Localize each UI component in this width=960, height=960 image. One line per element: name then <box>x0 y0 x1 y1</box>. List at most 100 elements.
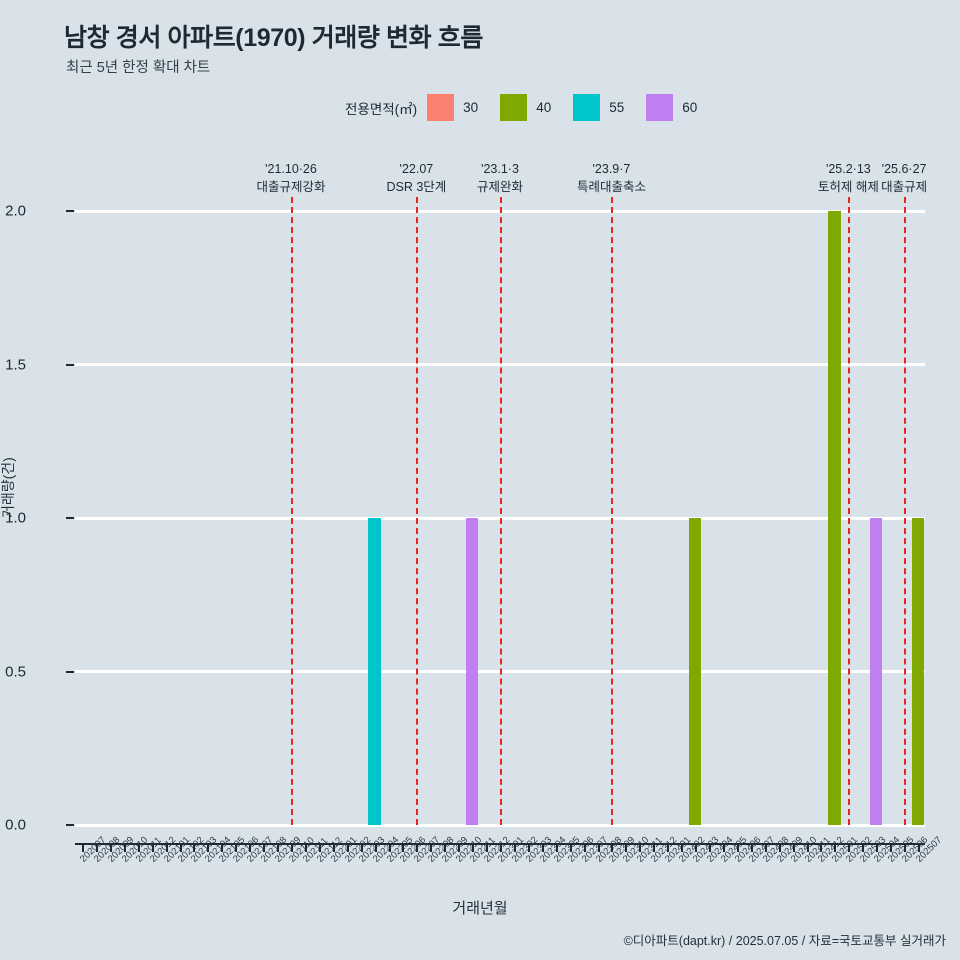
x-tick-mark-202409 <box>778 843 781 852</box>
event-annotation-202502: '25.2·13 토허제 해제 <box>818 160 879 196</box>
event-annotation-text: 규제완화 <box>476 180 524 195</box>
page-title: 남창 경서 아파트(1970) 거래량 변화 흐름 <box>64 24 483 52</box>
x-tick-mark-202309 <box>611 843 614 852</box>
x-tick-mark-202201 <box>332 843 335 852</box>
y-tick-mark-1.0 <box>66 517 74 519</box>
y-tick-label-1.5: 1.5 <box>5 356 26 373</box>
x-tick-mark-202010 <box>123 843 126 852</box>
legend-swatch-40 <box>500 94 528 121</box>
x-tick-mark-202504 <box>876 843 879 852</box>
legend-item-60[interactable]: 60 <box>646 94 715 121</box>
bar-202504-60[interactable] <box>869 518 883 825</box>
x-tick-mark-202202 <box>346 843 349 852</box>
x-tick-mark-202111 <box>304 843 307 852</box>
event-annotation-date: '23.1·3 <box>481 162 519 176</box>
x-tick-mark-202502 <box>848 843 851 852</box>
x-tick-mark-202401 <box>667 843 670 852</box>
event-annotation-date: '22.07 <box>399 162 434 176</box>
x-tick-mark-202207 <box>416 843 419 852</box>
x-tick-mark-202407 <box>750 843 753 852</box>
y-tick-label-2.0: 2.0 <box>5 202 26 220</box>
x-tick-mark-202408 <box>764 843 767 852</box>
x-tick-mark-202208 <box>430 843 433 852</box>
legend-item-40[interactable]: 40 <box>500 94 569 121</box>
event-annotation-202506: '25.6·27 대출규제 <box>881 160 927 196</box>
legend-item-30[interactable]: 30 <box>427 94 496 121</box>
bar-202204-55[interactable] <box>368 518 381 825</box>
event-annotation-202301: '23.1·3 규제완화 <box>477 160 523 196</box>
x-tick-mark-202108 <box>263 843 266 852</box>
event-line-202110 <box>290 197 293 825</box>
event-line-202506 <box>904 197 907 825</box>
page-subtitle: 최근 5년 한정 확대 차트 <box>66 60 211 76</box>
x-tick-mark-202203 <box>360 843 363 852</box>
x-tick-mark-202210 <box>458 843 461 852</box>
x-tick-mark-202204 <box>374 843 377 852</box>
x-tick-mark-202308 <box>597 843 600 852</box>
x-tick-mark-202312 <box>653 843 656 852</box>
event-annotation-text: 대출규제 <box>881 180 928 195</box>
x-tick-mark-202305 <box>555 843 558 852</box>
legend-label-60: 60 <box>682 100 698 115</box>
event-annotation-date: '25.2·13 <box>825 162 871 176</box>
legend-label-40: 40 <box>536 100 552 115</box>
legend-swatch-55 <box>573 94 601 121</box>
x-tick-mark-202507 <box>918 843 921 852</box>
legend-label-30: 30 <box>463 100 479 115</box>
x-tick-mark-202007 <box>81 843 84 852</box>
x-tick-mark-202102 <box>179 843 182 852</box>
x-tick-mark-202109 <box>277 843 280 852</box>
x-tick-mark-202212 <box>486 843 489 852</box>
x-tick-mark-202404 <box>709 843 712 852</box>
x-tick-mark-202106 <box>235 843 238 852</box>
legend-swatch-60 <box>646 94 674 121</box>
x-tick-mark-202103 <box>193 843 196 852</box>
x-tick-mark-202105 <box>221 843 224 852</box>
x-tick-mark-202505 <box>890 843 893 852</box>
x-tick-mark-202303 <box>527 843 530 852</box>
y-tick-label-0.5: 0.5 <box>5 663 26 680</box>
event-annotation-date: '21.10·26 <box>265 162 317 176</box>
footer-credit: ©디아파트(dapt.kr) / 2025.07.05 / 자료=국토교통부 실… <box>623 934 946 948</box>
legend-title: 전용면적(㎡) <box>345 101 418 117</box>
x-tick-mark-202211 <box>472 843 475 852</box>
x-tick-mark-202506 <box>904 843 907 852</box>
event-annotation-text: 대출규제강화 <box>256 180 326 195</box>
x-tick-mark-202009 <box>109 843 112 852</box>
legend-label-55: 55 <box>609 100 625 115</box>
event-annotation-date: '25.6·27 <box>881 162 927 176</box>
bar-202507-40[interactable] <box>911 518 925 825</box>
x-tick-mark-202104 <box>207 843 210 852</box>
x-tick-mark-202110 <box>290 843 293 852</box>
x-tick-mark-202012 <box>151 843 154 852</box>
x-axis-label: 거래년월 <box>452 900 508 917</box>
event-line-202207 <box>416 197 419 825</box>
legend-swatch-30 <box>427 94 455 121</box>
legend-item-55[interactable]: 55 <box>573 94 642 121</box>
event-annotation-202207: '22.07 DSR 3단계 <box>386 160 446 196</box>
x-tick-mark-202412 <box>820 843 823 852</box>
x-tick-mark-202301 <box>500 843 502 852</box>
x-tick-mark-202205 <box>388 843 391 852</box>
x-tick-mark-202101 <box>165 843 168 852</box>
x-tick-mark-202209 <box>444 843 447 852</box>
y-tick-label-1.0: 1.0 <box>5 509 26 527</box>
x-tick-mark-202402 <box>681 843 684 852</box>
bar-202403-40[interactable] <box>688 518 702 825</box>
x-tick-mark-202008 <box>95 843 98 852</box>
bar-202501-40[interactable] <box>828 211 841 825</box>
x-tick-mark-202501 <box>834 843 837 852</box>
bar-202211-60[interactable] <box>465 518 479 825</box>
event-annotation-text: 토허제 해제 <box>817 180 879 195</box>
event-line-202502 <box>848 197 851 825</box>
gridline-0.0 <box>75 823 925 827</box>
event-annotation-text: 특례대출축소 <box>576 180 646 195</box>
x-tick-mark-202503 <box>862 843 865 852</box>
x-tick-mark-202302 <box>513 843 516 852</box>
y-tick-mark-2.0 <box>66 210 74 212</box>
x-tick-mark-202310 <box>625 843 628 852</box>
event-annotation-date: '23.9·7 <box>592 162 631 176</box>
x-tick-mark-202107 <box>249 843 252 852</box>
x-tick-mark-202304 <box>541 843 544 852</box>
